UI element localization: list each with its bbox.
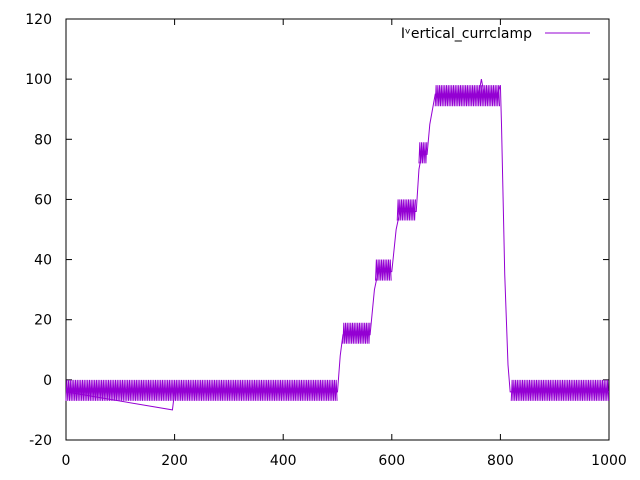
legend-label: Iᵛertical_currclamp — [401, 26, 532, 42]
y-axis: -20 0 20 40 60 80 100 120 — [25, 12, 609, 449]
x-tick-label: 800 — [487, 453, 514, 469]
series-noise-band — [65, 379, 338, 401]
y-tick-label: 0 — [43, 373, 52, 389]
plot-frame — [65, 18, 610, 441]
y-tick-label: 80 — [34, 132, 52, 148]
series-noise-band — [434, 85, 501, 107]
y-tick-label: 40 — [34, 253, 52, 269]
series-noise-band — [342, 322, 371, 344]
legend: Iᵛertical_currclamp — [401, 26, 590, 42]
y-tick-label: 20 — [34, 313, 52, 329]
x-tick-label: 0 — [62, 453, 71, 469]
x-axis: 0 200 400 600 800 1000 — [62, 19, 627, 469]
series-noise-band — [418, 142, 428, 164]
x-tick-label: 1000 — [591, 453, 627, 469]
series-line — [65, 79, 609, 411]
series-noise-band — [510, 379, 610, 401]
y-tick-label: 60 — [34, 192, 52, 208]
series-noise-band — [396, 199, 416, 221]
y-tick-label: 100 — [25, 72, 52, 88]
y-tick-label: -20 — [29, 433, 52, 449]
series-layer — [65, 79, 610, 411]
series-noise-band — [375, 259, 392, 281]
x-tick-label: 200 — [161, 453, 188, 469]
y-tick-label: 120 — [25, 12, 52, 28]
x-tick-label: 600 — [378, 453, 405, 469]
x-tick-label: 400 — [270, 453, 297, 469]
